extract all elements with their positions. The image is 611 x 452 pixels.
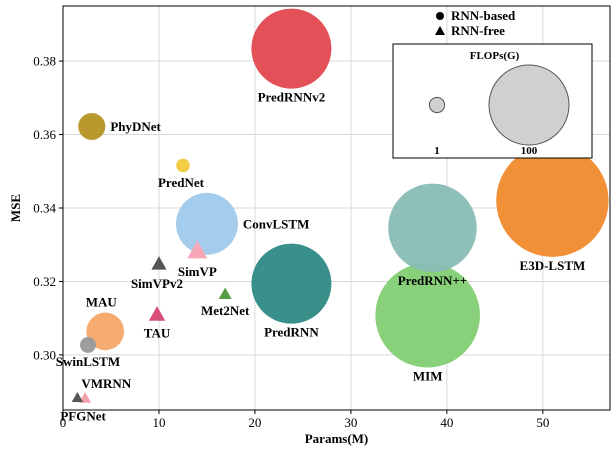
label-prednet: PredNet [158, 175, 205, 190]
point-mau [86, 312, 125, 351]
flops-size-label: 100 [521, 145, 538, 157]
point-predrnnv2 [251, 8, 332, 89]
point-pfgnet [78, 391, 92, 403]
legend-circle-marker [436, 12, 444, 20]
flops-legend-title: FLOPs(G) [470, 50, 520, 62]
point-convlstm [176, 192, 238, 255]
label-simvpv2: SimVPv2 [131, 276, 183, 291]
legend-label: RNN-based [451, 8, 516, 23]
y-tick-label: 0.36 [33, 127, 56, 142]
point-phydnet [78, 112, 106, 140]
x-tick-label: 30 [344, 415, 357, 430]
y-axis-ticks: 0.30 0.32 0.34 0.36 0.38 [33, 54, 63, 362]
point-prednet [176, 158, 190, 173]
y-tick-label: 0.30 [33, 347, 56, 362]
data-points [71, 8, 609, 403]
flops-size-circle [488, 64, 570, 146]
label-swinlstm: SwinLSTM [56, 354, 120, 369]
y-tick-label: 0.32 [33, 274, 56, 289]
x-tick-label: 50 [536, 415, 549, 430]
label-pfgnet: PFGNet [60, 408, 106, 423]
label-predrnn: PredRNN++ [398, 273, 467, 288]
point-tau [148, 306, 166, 321]
label-predrnn: PredRNN [264, 325, 319, 340]
legend-label: RNN-free [451, 23, 505, 38]
flops-size-circle [428, 96, 446, 114]
label-e3d-lstm: E3D-LSTM [520, 258, 586, 273]
point-predrnn [251, 243, 332, 324]
point-simvpv2 [151, 256, 167, 270]
y-tick-label: 0.38 [33, 54, 56, 69]
y-axis-label: MSE [8, 194, 23, 222]
x-axis-ticks: 0 10 20 30 40 50 [60, 410, 549, 430]
label-tau: TAU [144, 325, 171, 340]
x-axis-label: Params(M) [305, 431, 369, 446]
label-met2net: Met2Net [201, 303, 250, 318]
point-swinlstm [80, 337, 96, 353]
flops-size-label: 1 [434, 145, 440, 157]
point-predrnn [388, 183, 477, 273]
point-e3d-lstm [496, 144, 609, 257]
label-vmrnn: VMRNN [81, 376, 131, 391]
label-phydnet: PhyDNet [110, 119, 161, 134]
label-predrnnv2: PredRNNv2 [258, 90, 326, 105]
y-tick-label: 0.34 [33, 201, 56, 216]
x-tick-label: 40 [440, 415, 453, 430]
label-mim: MIM [413, 369, 443, 384]
label-convlstm: ConvLSTM [243, 216, 309, 231]
point-met2net [218, 287, 232, 300]
point-mim [375, 262, 480, 368]
x-tick-label: 20 [248, 415, 261, 430]
label-simvp: SimVP [178, 264, 217, 279]
x-tick-label: 10 [152, 415, 165, 430]
point-labels: PredRNNv2 PhyDNet PredNet ConvLSTM SimVPv2Si… [56, 90, 585, 424]
label-mau: MAU [86, 295, 118, 310]
legend-triangle-marker [435, 26, 445, 35]
x-tick-label: 0 [60, 415, 67, 430]
point-simvp [187, 240, 208, 259]
point-vmrnn [71, 391, 84, 403]
